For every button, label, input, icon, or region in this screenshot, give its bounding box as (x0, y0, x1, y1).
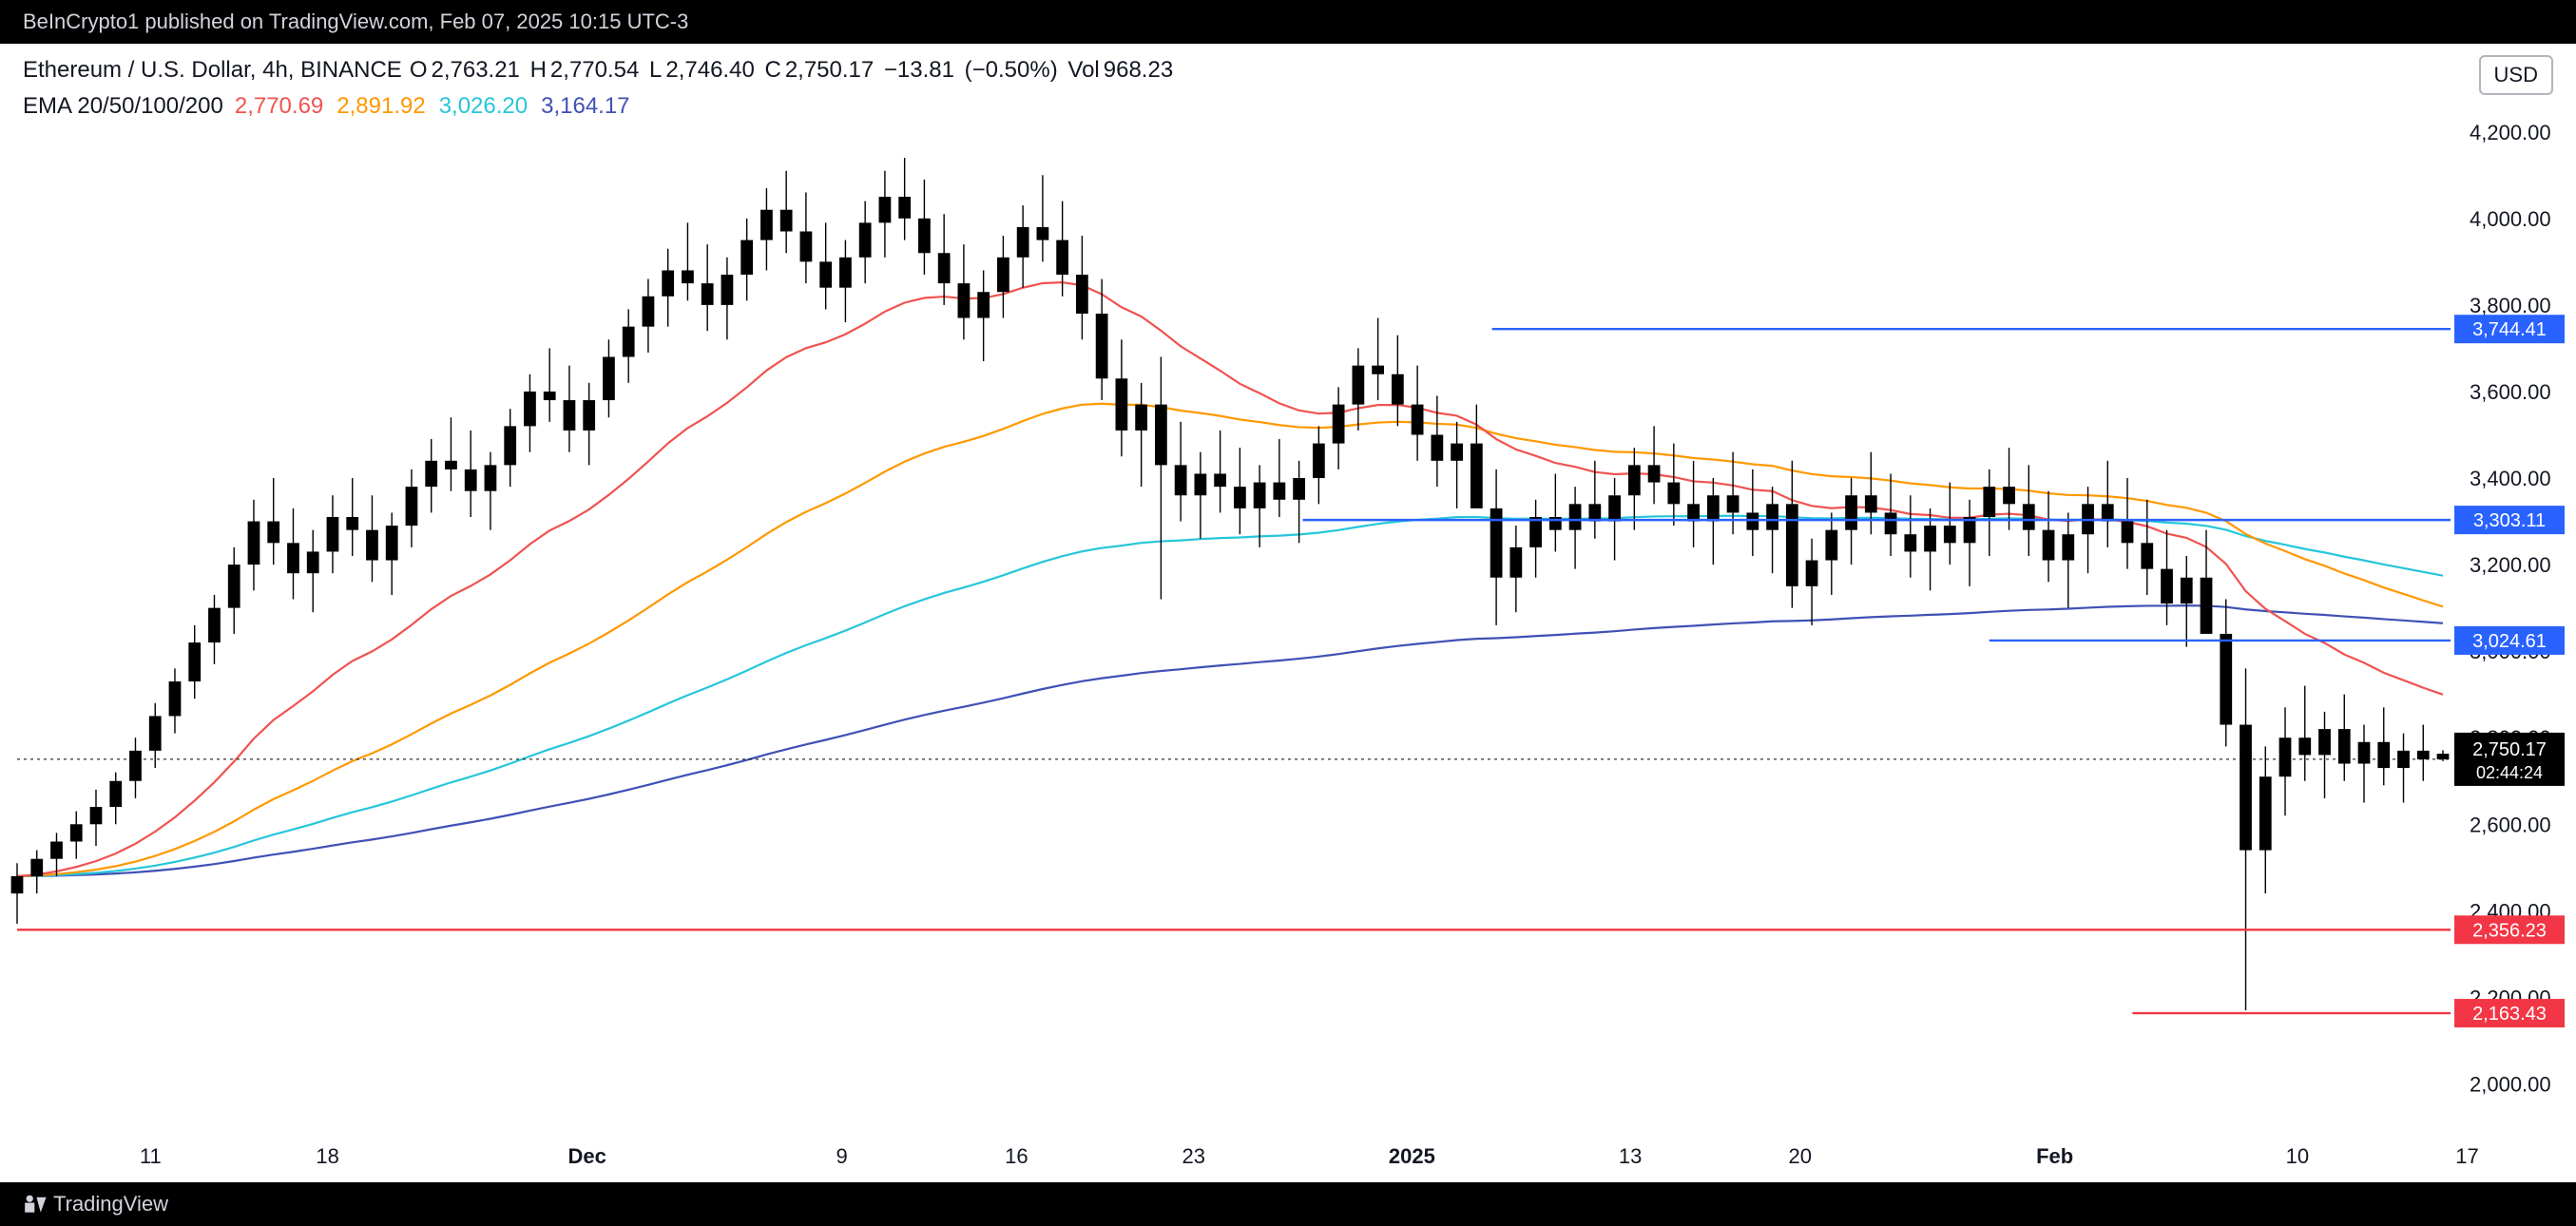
footer-bar: TradingView (0, 1182, 2576, 1226)
svg-text:11: 11 (140, 1144, 162, 1168)
svg-text:3,744.41: 3,744.41 (2472, 319, 2547, 340)
svg-text:3,024.61: 3,024.61 (2472, 631, 2547, 652)
svg-text:18: 18 (316, 1144, 338, 1168)
svg-text:9: 9 (836, 1144, 848, 1168)
svg-text:2,163.43: 2,163.43 (2472, 1004, 2547, 1025)
svg-text:3,600.00: 3,600.00 (2470, 380, 2551, 404)
o-label: O (410, 57, 428, 83)
header-bar: BeInCrypto1 published on TradingView.com… (0, 0, 2576, 44)
change-pct: (−0.50%) (965, 57, 1058, 83)
svg-text:3,303.11: 3,303.11 (2473, 510, 2546, 531)
c-label: C (764, 57, 780, 83)
ema-legend-value: 2,770.69 (235, 93, 323, 119)
symbol-title: Ethereum / U.S. Dollar, 4h, BINANCE (23, 57, 402, 84)
vol-label: Vol (1067, 57, 1099, 83)
svg-text:20: 20 (1788, 1144, 1811, 1168)
l-value: 2,746.40 (665, 57, 754, 83)
main-chart-svg[interactable]: 2,000.002,200.002,400.002,600.002,800.00… (0, 44, 2576, 1182)
change-value: −13.81 (884, 57, 954, 83)
svg-text:02:44:24: 02:44:24 (2476, 763, 2543, 782)
tradingview-logo: TradingView (23, 1192, 168, 1216)
svg-text:2,750.17: 2,750.17 (2472, 739, 2547, 760)
svg-text:2,000.00: 2,000.00 (2470, 1072, 2551, 1096)
svg-text:Dec: Dec (568, 1144, 606, 1168)
svg-text:23: 23 (1182, 1144, 1204, 1168)
svg-text:17: 17 (2455, 1144, 2478, 1168)
svg-text:10: 10 (2286, 1144, 2309, 1168)
ema-legend-value: 3,164.17 (541, 93, 629, 119)
footer-brand: TradingView (53, 1192, 168, 1216)
chart-container: Ethereum / U.S. Dollar, 4h, BINANCE O2,7… (0, 44, 2576, 1182)
l-label: L (649, 57, 662, 83)
published-text: BeInCrypto1 published on TradingView.com… (23, 10, 688, 34)
svg-text:2,600.00: 2,600.00 (2470, 813, 2551, 836)
symbol-info-row: Ethereum / U.S. Dollar, 4h, BINANCE O2,7… (23, 57, 2452, 84)
vol-value: 968.23 (1104, 57, 1173, 83)
svg-text:4,000.00: 4,000.00 (2470, 207, 2551, 231)
tv-logo-icon (23, 1192, 48, 1216)
h-value: 2,770.54 (550, 57, 639, 83)
svg-text:Feb: Feb (2036, 1144, 2073, 1168)
ema-legend-title: EMA 20/50/100/200 (23, 93, 223, 120)
o-value: 2,763.21 (431, 57, 519, 83)
ohlc-block: O2,763.21 H2,770.54 L2,746.40 C2,750.17 … (410, 57, 1177, 84)
svg-text:3,400.00: 3,400.00 (2470, 467, 2551, 490)
c-value: 2,750.17 (785, 57, 874, 83)
svg-text:4,200.00: 4,200.00 (2470, 121, 2551, 144)
svg-text:3,800.00: 3,800.00 (2470, 294, 2551, 317)
svg-text:3,200.00: 3,200.00 (2470, 553, 2551, 577)
svg-text:16: 16 (1005, 1144, 1028, 1168)
ema-legend-value: 2,891.92 (336, 93, 425, 119)
ema-legend: EMA 20/50/100/200 2,770.69 2,891.92 3,026.… (23, 93, 644, 120)
svg-text:2,356.23: 2,356.23 (2472, 920, 2547, 941)
svg-text:2025: 2025 (1389, 1144, 1435, 1168)
h-label: H (530, 57, 547, 83)
currency-button[interactable]: USD (2479, 55, 2553, 95)
svg-text:13: 13 (1619, 1144, 1642, 1168)
ema-legend-value: 3,026.20 (439, 93, 528, 119)
